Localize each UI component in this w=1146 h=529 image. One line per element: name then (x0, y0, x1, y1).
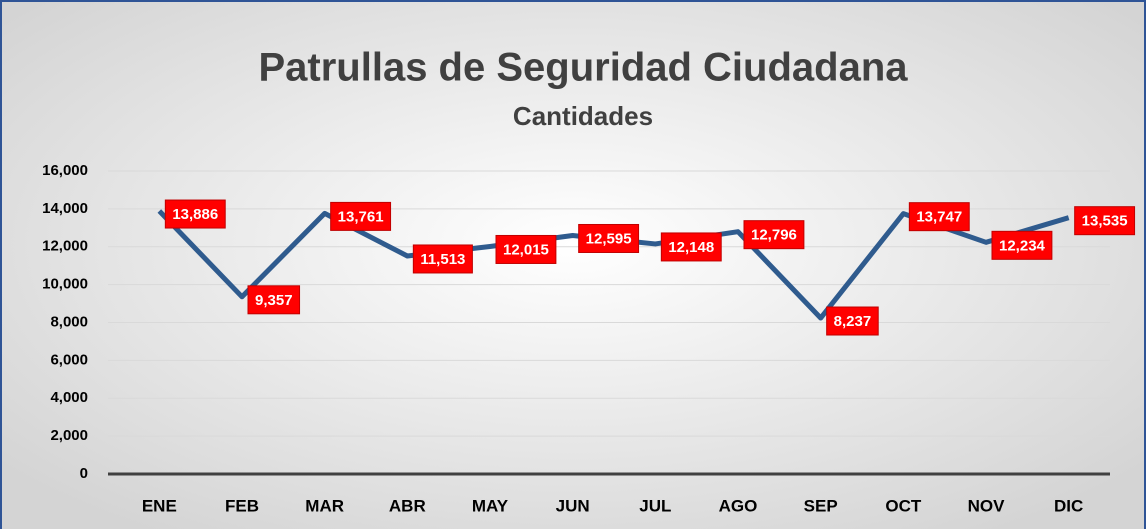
y-tick-label: 14,000 (42, 200, 88, 217)
x-tick-label: NOV (968, 496, 1006, 515)
data-label: 12,148 (668, 239, 714, 256)
data-label-box (660, 232, 722, 262)
data-label: 13,747 (916, 209, 962, 226)
data-label: 12,595 (586, 230, 632, 247)
y-tick-label: 0 (80, 465, 88, 482)
y-tick-label: 10,000 (42, 276, 88, 293)
x-tick-label: JUL (639, 496, 671, 515)
y-tick-label: 16,000 (42, 162, 88, 179)
data-label-box (826, 306, 879, 336)
data-label-box (991, 230, 1053, 260)
y-tick-label: 12,000 (42, 238, 88, 255)
x-tick-label: JUN (556, 496, 590, 515)
data-label: 9,357 (255, 292, 293, 309)
data-label: 13,886 (172, 206, 218, 223)
data-label: 11,513 (420, 251, 465, 268)
y-tick-label: 4,000 (50, 389, 88, 406)
x-tick-label: SEP (804, 496, 838, 515)
data-label-box (743, 220, 805, 250)
x-tick-label: OCT (885, 496, 922, 515)
x-tick-label: AGO (719, 496, 758, 515)
data-label: 12,796 (751, 227, 797, 244)
x-tick-label: ENE (142, 496, 177, 515)
y-tick-label: 2,000 (50, 427, 88, 444)
data-label-box (164, 199, 226, 229)
data-label-box (247, 285, 301, 315)
data-label: 12,015 (503, 241, 549, 258)
data-label-box (908, 202, 970, 232)
data-label: 12,234 (999, 237, 1046, 254)
x-tick-label: MAY (472, 496, 509, 515)
y-tick-label: 8,000 (50, 313, 88, 330)
x-tick-label: DIC (1054, 496, 1083, 515)
data-label-box (1074, 206, 1136, 236)
data-label: 13,761 (338, 208, 384, 225)
data-label-box (330, 201, 392, 231)
y-tick-label: 6,000 (50, 351, 88, 368)
chart-title: Patrullas de Seguridad Ciudadana (258, 46, 908, 90)
x-tick-label: FEB (225, 496, 259, 515)
data-label: 13,535 (1082, 213, 1128, 230)
x-tick-label: MAR (305, 496, 344, 515)
data-label-box (495, 234, 557, 264)
chart-subtitle: Cantidades (513, 101, 653, 131)
x-tick-label: ABR (389, 496, 426, 515)
data-label-box (412, 244, 473, 274)
data-label-box (578, 223, 640, 253)
data-label: 8,237 (834, 313, 872, 330)
